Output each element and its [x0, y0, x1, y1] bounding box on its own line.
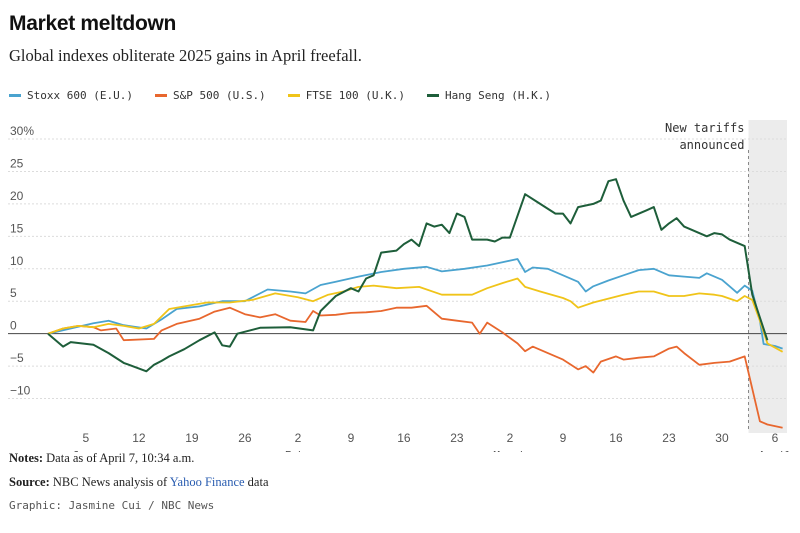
chart-notes: Notes: Data as of April 7, 10:34 a.m.	[9, 451, 194, 466]
month-label: Jan.	[73, 449, 100, 452]
legend-item-ftse: FTSE 100 (U.K.)	[287, 89, 406, 102]
source-text: NBC News analysis of	[49, 475, 170, 489]
x-tick-label: 16	[609, 431, 623, 445]
line-chart: −10 −5 0 5 10 15 20 25 30% New tariffs announced 5 1…	[8, 120, 792, 452]
legend-label-hangseng: Hang Seng (H.K.)	[445, 89, 551, 102]
chart-legend: Stoxx 600 (E.U.) S&P 500 (U.S.) FTSE 100…	[9, 89, 573, 102]
y-tick-label: 25	[10, 156, 24, 170]
chart-title: Market meltdown	[9, 12, 177, 35]
source-text-end: data	[244, 475, 269, 489]
x-tick-label: 9	[560, 431, 567, 445]
notes-text: Data as of April 7, 10:34 a.m.	[43, 451, 195, 465]
x-tick-label: 26	[238, 431, 252, 445]
y-tick-label: 15	[10, 221, 24, 235]
x-tick-label: 12	[132, 431, 146, 445]
tariff-annotation-text: New tariffs	[665, 121, 744, 135]
chart-credit: Graphic: Jasmine Cui / NBC News	[9, 499, 215, 512]
notes-label: Notes:	[9, 451, 44, 465]
tariff-shaded-region	[748, 120, 787, 433]
series-line-sp500	[47, 304, 783, 429]
legend-swatch-hangseng	[427, 94, 440, 97]
x-tick-label: 2	[295, 431, 302, 445]
chart-source: Source: NBC News analysis of Yahoo Finan…	[9, 475, 269, 490]
x-tick-label: 23	[450, 431, 464, 445]
series-line-stoxx	[47, 258, 783, 350]
source-label: Source:	[9, 475, 50, 489]
series-line-ftse	[47, 277, 784, 353]
tariff-annotation-text: announced	[679, 138, 744, 152]
y-tick-label: 5	[10, 286, 17, 300]
legend-swatch-stoxx	[9, 94, 21, 97]
x-tick-label: 6	[772, 431, 779, 445]
y-tick-label: 10	[10, 254, 24, 268]
y-tick-label: 0	[10, 319, 17, 333]
x-tick-label: 19	[185, 431, 199, 445]
chart-subtitle: Global indexes obliterate 2025 gains in …	[9, 46, 362, 65]
x-tick-label: 2	[507, 431, 514, 445]
legend-item-sp500: S&P 500 (U.S.)	[154, 89, 266, 102]
y-tick-label: 20	[10, 189, 24, 203]
x-tick-label: 5	[83, 431, 90, 445]
y-tick-label: −10	[10, 384, 31, 398]
x-tick-label: 9	[348, 431, 355, 445]
legend-swatch-sp500	[154, 94, 167, 97]
legend-label-sp500: S&P 500 (U.S.)	[172, 89, 266, 102]
series-line-hangseng	[47, 178, 769, 373]
legend-item-stoxx: Stoxx 600 (E.U.)	[9, 89, 133, 102]
y-tick-label: 30%	[10, 124, 34, 138]
x-tick-label: 23	[662, 431, 676, 445]
month-label: April	[758, 449, 791, 452]
legend-label-stoxx: Stoxx 600 (E.U.)	[27, 89, 133, 102]
month-label: March	[493, 449, 526, 452]
x-tick-label: 16	[397, 431, 411, 445]
y-tick-label: −5	[10, 351, 24, 365]
source-link[interactable]: Yahoo Finance	[169, 475, 245, 489]
legend-swatch-ftse	[287, 94, 300, 97]
x-tick-label: 30	[715, 431, 729, 445]
month-label: Feb.	[285, 449, 312, 452]
legend-item-hangseng: Hang Seng (H.K.)	[427, 89, 551, 102]
legend-label-ftse: FTSE 100 (U.K.)	[305, 89, 406, 102]
